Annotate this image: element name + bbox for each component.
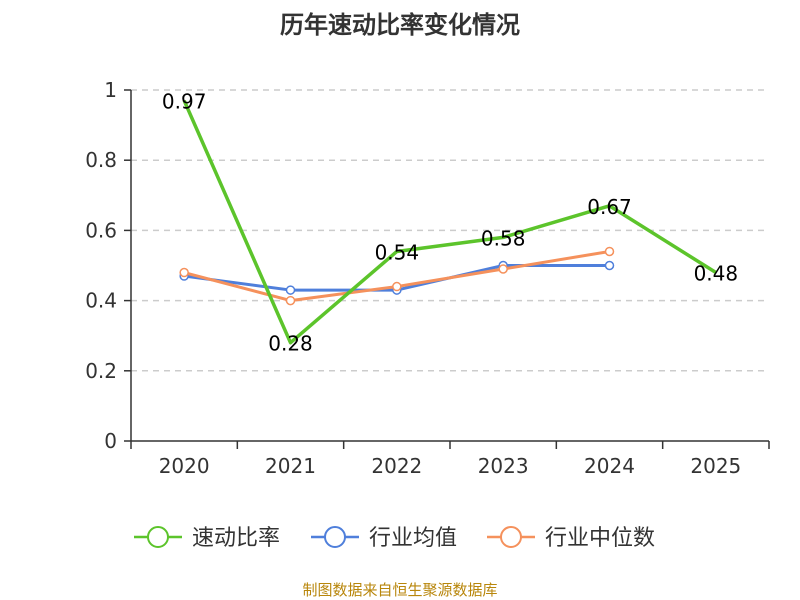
legend-item[interactable]: 速动比率 xyxy=(134,526,280,551)
x-tick-label: 2022 xyxy=(371,454,422,478)
series xyxy=(179,99,717,345)
series-line-1 xyxy=(182,99,717,345)
x-tick-label: 2023 xyxy=(478,454,529,478)
grid xyxy=(131,89,769,372)
source-note: 制图数据来自恒生聚源数据库 xyxy=(302,581,497,599)
legend-label: 行业中位数 xyxy=(545,526,655,551)
x-tick-label: 2024 xyxy=(584,454,635,478)
data-label: 0.28 xyxy=(268,332,313,356)
legend-item[interactable]: 行业均值 xyxy=(311,526,457,551)
axes: 0 0.2 0.4 0.6 0.8 1 2020 2021 2022 2023 2024 2025 xyxy=(85,78,770,478)
legend-marker xyxy=(147,526,169,548)
data-label: 0.54 xyxy=(375,240,420,264)
data-label: 0.67 xyxy=(587,195,632,219)
chart-title: 历年速动比率变化情况 xyxy=(280,11,520,39)
data-point xyxy=(604,260,615,271)
x-tick-label: 2025 xyxy=(690,454,741,478)
legend: 速动比率 行业均值 行业中位数 xyxy=(134,526,655,551)
data-point xyxy=(392,281,402,292)
y-tick-label: 0.2 xyxy=(85,359,117,383)
x-tick-label: 2021 xyxy=(265,454,316,478)
legend-label: 速动比率 xyxy=(192,526,280,551)
legend-label: 行业均值 xyxy=(369,526,457,551)
data-labels: 0.97 0.28 0.54 0.58 0.67 0.48 xyxy=(162,90,738,356)
data-point xyxy=(498,264,508,274)
y-tick-label: 0.4 xyxy=(85,289,117,313)
data-point xyxy=(179,267,189,278)
y-tick-label: 0.6 xyxy=(85,218,117,242)
data-point xyxy=(604,246,615,257)
legend-marker xyxy=(324,526,346,548)
y-tick-label: 0.8 xyxy=(85,148,117,172)
data-point xyxy=(285,295,296,306)
legend-marker xyxy=(500,526,522,548)
data-label: 0.48 xyxy=(694,262,739,286)
data-point xyxy=(285,285,296,295)
x-tick-label: 2020 xyxy=(159,454,210,478)
y-tick-label: 1 xyxy=(104,78,117,102)
data-label: 0.58 xyxy=(481,226,526,250)
y-tick-label: 0 xyxy=(104,429,117,453)
legend-item[interactable]: 行业中位数 xyxy=(487,526,655,551)
data-label: 0.97 xyxy=(162,90,207,114)
